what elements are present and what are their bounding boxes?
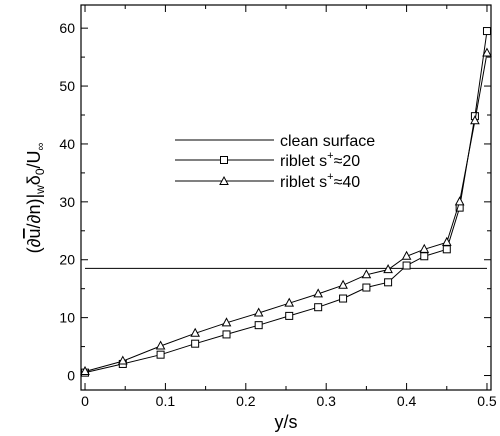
y-tick-label: 30 — [59, 194, 75, 210]
data-point-triangle — [284, 297, 295, 307]
x-tick-label: 0 — [81, 393, 89, 409]
data-point-square — [362, 283, 371, 292]
legend-label-riblet-40: riblet s+≈40 — [280, 171, 360, 191]
x-tick-label: 0.1 — [156, 393, 176, 409]
data-point-square — [254, 321, 263, 330]
data-point-triangle — [221, 317, 232, 327]
legend-marker-square — [220, 156, 228, 164]
legend-label-clean: clean surface — [280, 133, 375, 150]
data-point-square — [420, 252, 429, 261]
data-point-square — [402, 261, 411, 270]
data-point-square — [442, 245, 451, 254]
y-tick-label: 20 — [59, 252, 75, 268]
data-point-square — [384, 278, 393, 287]
plot-frame — [80, 4, 492, 391]
data-point-triangle — [441, 236, 452, 246]
data-point-triangle — [190, 327, 200, 337]
ticks-group: 0 0.1 0.2 0.3 0.4 0.5 0 10 20 30 40 50 60 — [59, 5, 497, 409]
data-point-triangle — [419, 243, 430, 253]
data-point-triangle — [482, 47, 492, 57]
y-tick-label: 0 — [67, 368, 75, 384]
data-point-triangle — [401, 250, 412, 260]
legend: clean surface riblet s+≈20 riblet s+≈40 — [175, 133, 375, 191]
y-tick-label: 60 — [59, 20, 75, 36]
data-point-square — [285, 311, 294, 320]
y-axis-title-u: u — [24, 228, 44, 238]
data-point-triangle — [80, 365, 90, 375]
data-point-triangle — [361, 269, 372, 279]
x-tick-label: 0.5 — [477, 393, 497, 409]
x-axis-title: y/s — [274, 412, 297, 432]
y-tick-label: 10 — [59, 310, 75, 326]
data-point-triangle — [338, 279, 348, 289]
data-point-triangle — [117, 355, 128, 365]
legend-marker-triangle — [219, 175, 229, 185]
series-line-2 — [84, 53, 488, 372]
x-tick-label: 0.2 — [236, 393, 256, 409]
data-point-triangle — [454, 196, 465, 206]
y-tick-label: 40 — [59, 136, 75, 152]
x-tick-label: 0.4 — [397, 393, 417, 409]
data-point-square — [339, 294, 348, 303]
data-point-square — [222, 330, 231, 339]
data-point-square — [191, 339, 200, 348]
legend-label-riblet-20: riblet s+≈20 — [280, 150, 360, 170]
y-axis-title: (∂u/∂n)|wδ0/U∞ — [24, 143, 47, 254]
series-group — [80, 27, 492, 377]
y-tick-label: 50 — [59, 78, 75, 94]
data-point-triangle — [383, 264, 393, 274]
series-line-1 — [84, 31, 488, 374]
data-point-square — [482, 27, 491, 36]
data-point-square — [314, 303, 323, 312]
data-point-triangle — [470, 115, 480, 125]
x-tick-label: 0.3 — [316, 393, 336, 409]
data-point-triangle — [253, 307, 264, 317]
data-point-square — [156, 350, 165, 359]
data-point-triangle — [155, 340, 166, 350]
data-point-triangle — [313, 288, 323, 298]
